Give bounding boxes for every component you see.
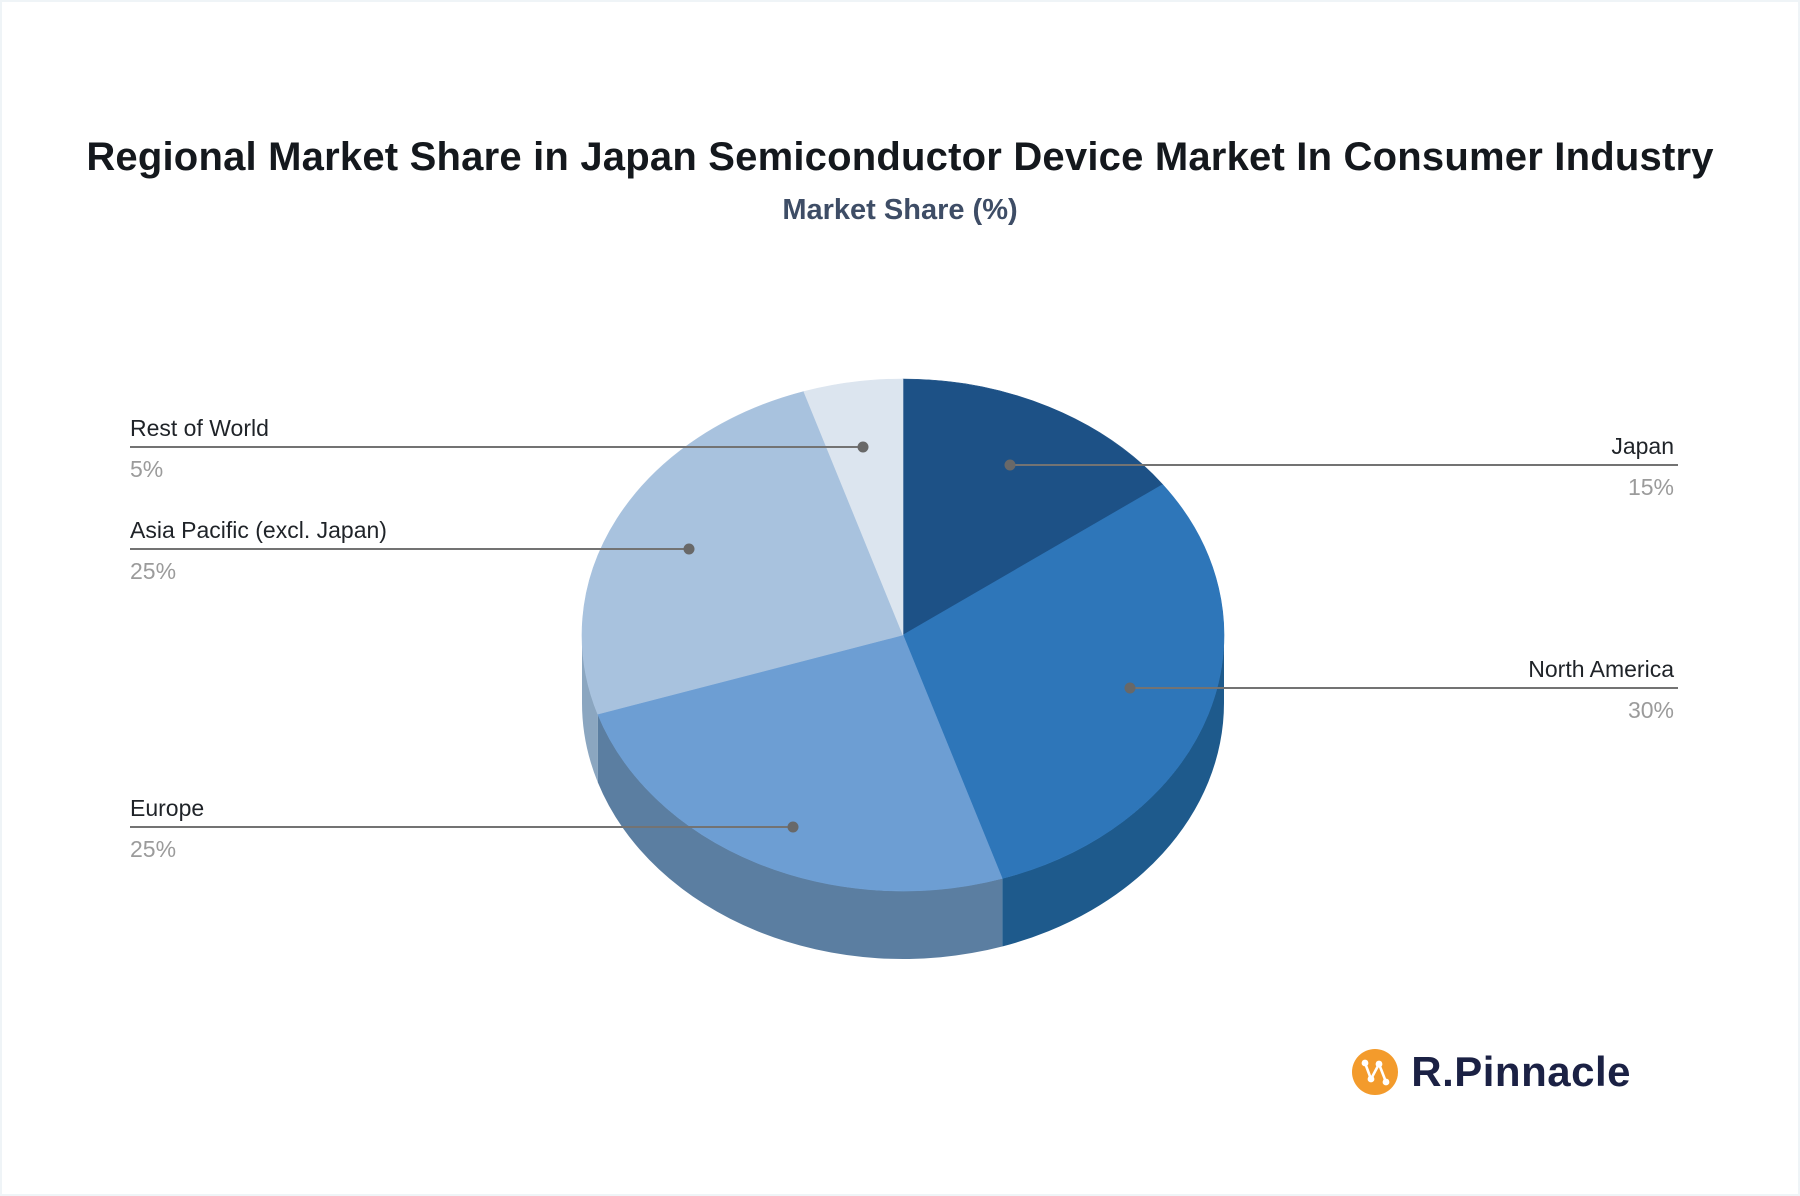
callout-value-north-america: 30% bbox=[1627, 697, 1674, 723]
callout-value-japan: 15% bbox=[1627, 474, 1674, 500]
callout-value-europe: 25% bbox=[130, 836, 177, 862]
callout-label-north-america: North America bbox=[1528, 656, 1674, 682]
leader-dot-rest-of-world bbox=[857, 441, 869, 453]
chart-title: Regional Market Share in Japan Semicondu… bbox=[86, 135, 1714, 179]
brand-logo: R.Pinnacle bbox=[1352, 1046, 1631, 1098]
pie-slice-asia-pacific-excl-japan- bbox=[581, 391, 904, 715]
pie-side-europe bbox=[597, 714, 1003, 959]
leader-dot-europe bbox=[787, 821, 799, 833]
network-nodes-icon bbox=[1352, 1049, 1399, 1095]
callout-value-asia-pacific: 25% bbox=[130, 558, 177, 584]
pie-side-north-america bbox=[1002, 635, 1224, 947]
pie-slice-rest-of-world bbox=[803, 378, 904, 636]
callout-value-rest-of-world: 5% bbox=[130, 456, 164, 482]
leader-dot-japan bbox=[1004, 459, 1016, 471]
chart-subtitle: Market Share (%) bbox=[782, 194, 1018, 226]
brand-logo-text: R.Pinnacle bbox=[1411, 1048, 1631, 1095]
callout-label-rest-of-world: Rest of World bbox=[130, 415, 269, 441]
pie-slice-north-america bbox=[902, 484, 1225, 879]
callout-label-europe: Europe bbox=[130, 795, 205, 821]
callout-label-japan: Japan bbox=[1611, 433, 1674, 459]
leader-dot-asia-pacific-excl-japan- bbox=[683, 543, 695, 555]
leader-dot-north-america bbox=[1124, 682, 1136, 694]
callout-label-asia-pacific: Asia Pacific (excl. Japan) bbox=[130, 517, 387, 543]
pie-side-asia-pacific-excl-japan- bbox=[582, 635, 598, 783]
